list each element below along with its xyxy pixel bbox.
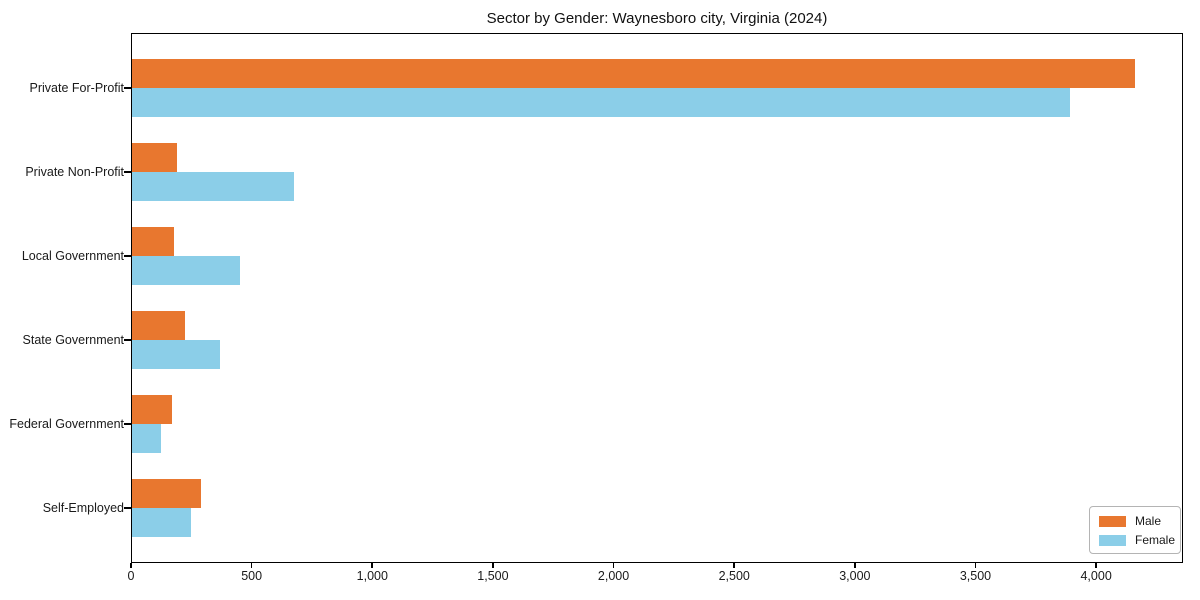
x-tick-label-1000: 1,000 xyxy=(356,569,388,583)
y-tick-mark-state-government xyxy=(124,339,131,341)
bar-male-federal-government xyxy=(131,395,173,424)
x-tick-mark-1500 xyxy=(492,563,494,568)
y-tick-mark-local-government xyxy=(124,255,131,257)
x-tick-label-2000: 2,000 xyxy=(597,569,630,583)
x-tick-label-2500: 2,500 xyxy=(718,569,750,583)
x-tick-mark-0 xyxy=(130,563,132,568)
legend-swatch-female-icon xyxy=(1099,534,1126,546)
y-tick-label-state-government: State Government xyxy=(22,333,124,347)
bar-female-self-employed xyxy=(131,508,192,537)
plot-area xyxy=(131,33,1183,563)
bar-male-self-employed xyxy=(131,479,201,508)
x-tick-label-4000: 4,000 xyxy=(1080,569,1112,583)
x-tick-label-0: 0 xyxy=(127,569,135,583)
bar-male-private-for-profit xyxy=(131,59,1135,88)
bar-male-state-government xyxy=(131,311,186,340)
x-tick-mark-3000 xyxy=(854,563,856,568)
x-tick-mark-3500 xyxy=(974,563,977,568)
y-tick-label-private-for-profit: Private For-Profit xyxy=(29,81,124,95)
y-tick-label-private-non-profit: Private Non-Profit xyxy=(25,165,124,179)
y-tick-mark-self-employed xyxy=(124,507,131,509)
x-tick-label-3500: 3,500 xyxy=(959,569,992,583)
bar-female-private-for-profit xyxy=(131,88,1070,117)
legend-label-male: Male xyxy=(1135,514,1162,528)
legend-label-female: Female xyxy=(1135,533,1176,547)
bar-female-federal-government xyxy=(131,424,162,453)
legend-swatch-male-icon xyxy=(1099,515,1126,527)
x-tick-label-500: 500 xyxy=(241,569,263,583)
y-tick-label-self-employed: Self-Employed xyxy=(42,501,124,515)
legend: Male Female xyxy=(1089,506,1181,554)
x-tick-label-3000: 3,000 xyxy=(839,569,871,583)
bar-male-local-government xyxy=(131,227,175,256)
x-tick-mark-2000 xyxy=(612,563,615,568)
x-tick-label-1500: 1,500 xyxy=(477,569,509,583)
bar-male-private-non-profit xyxy=(131,143,177,172)
x-tick-mark-500 xyxy=(250,563,253,568)
legend-item-male: Male xyxy=(1099,514,1171,528)
y-tick-mark-federal-government xyxy=(124,423,131,425)
y-tick-label-local-government: Local Government xyxy=(21,249,124,263)
bar-female-state-government xyxy=(131,340,221,369)
y-tick-label-federal-government: Federal Government xyxy=(9,417,124,431)
y-tick-mark-private-for-profit xyxy=(124,87,131,89)
y-tick-mark-private-non-profit xyxy=(124,171,131,173)
chart-title: Sector by Gender: Waynesboro city, Virgi… xyxy=(486,10,828,27)
legend-item-female: Female xyxy=(1099,533,1175,547)
x-tick-mark-2500 xyxy=(733,563,735,568)
bar-female-local-government xyxy=(131,256,240,285)
x-tick-mark-4000 xyxy=(1095,563,1097,568)
bar-female-private-non-profit xyxy=(131,172,294,201)
x-tick-mark-1000 xyxy=(371,563,374,568)
